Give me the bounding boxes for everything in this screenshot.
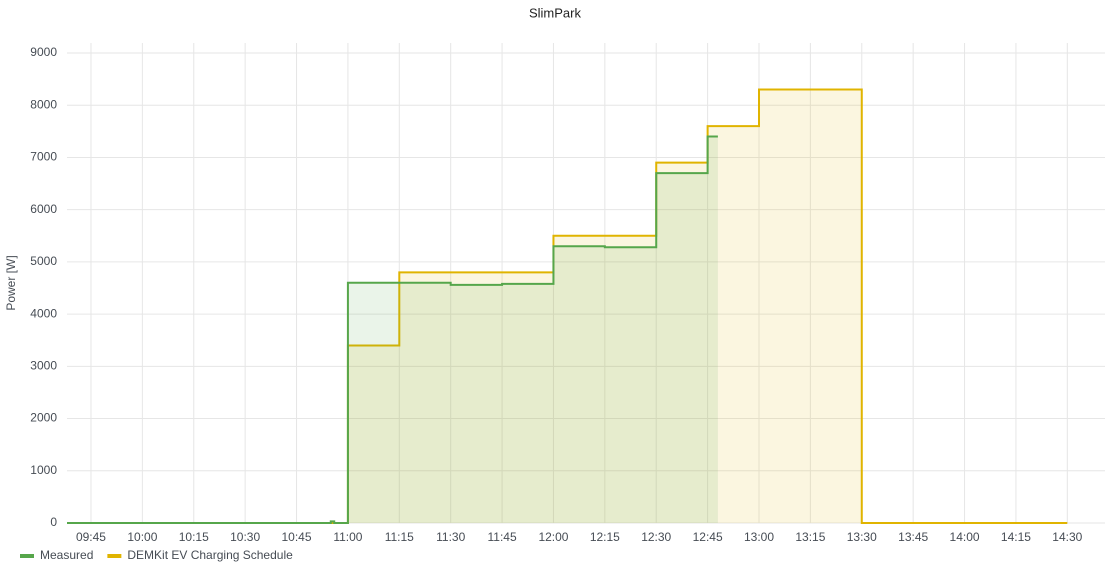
y-tick-label: 4000: [30, 306, 57, 320]
y-tick-label: 6000: [30, 202, 57, 216]
x-tick-label: 12:45: [693, 530, 723, 544]
y-axis-label: Power [W]: [4, 255, 18, 310]
x-tick-label: 13:00: [744, 530, 774, 544]
x-tick-label: 10:15: [179, 530, 209, 544]
chart-title: SlimPark: [529, 5, 582, 20]
y-tick-label: 2000: [30, 411, 57, 425]
x-tick-label: 13:45: [898, 530, 928, 544]
x-tick-label: 09:45: [76, 530, 106, 544]
x-tick-label: 10:30: [230, 530, 260, 544]
series-line: [67, 135, 718, 524]
series-area: [67, 136, 718, 524]
x-tick-label: 11:30: [436, 530, 465, 544]
y-tick-label: 1000: [30, 463, 57, 477]
x-tick-label: 12:15: [590, 530, 620, 544]
x-tick-label: 13:30: [847, 530, 877, 544]
x-tick-label: 14:15: [1001, 530, 1031, 544]
x-tick-label: 12:00: [538, 530, 568, 544]
x-tick-label: 14:00: [950, 530, 980, 544]
x-tick-label: 11:45: [487, 530, 516, 544]
x-tick-label: 14:30: [1052, 530, 1082, 544]
x-tick-label: 12:30: [641, 530, 671, 544]
legend-label: DEMKit EV Charging Schedule: [127, 548, 293, 562]
x-tick-label: 11:15: [385, 530, 414, 544]
x-tick-label: 10:00: [127, 530, 157, 544]
y-tick-label: 8000: [30, 97, 57, 111]
x-tick-label: 11:00: [333, 530, 362, 544]
y-tick-label: 9000: [30, 45, 57, 59]
y-tick-label: 5000: [30, 254, 57, 268]
y-tick-label: 3000: [30, 359, 57, 373]
y-tick-label: 0: [50, 515, 57, 529]
series-area: [67, 89, 1068, 524]
y-tick-label: 7000: [30, 150, 57, 164]
x-tick-label: 10:45: [282, 530, 312, 544]
legend-label: Measured: [40, 548, 93, 562]
x-tick-label: 13:15: [795, 530, 825, 544]
